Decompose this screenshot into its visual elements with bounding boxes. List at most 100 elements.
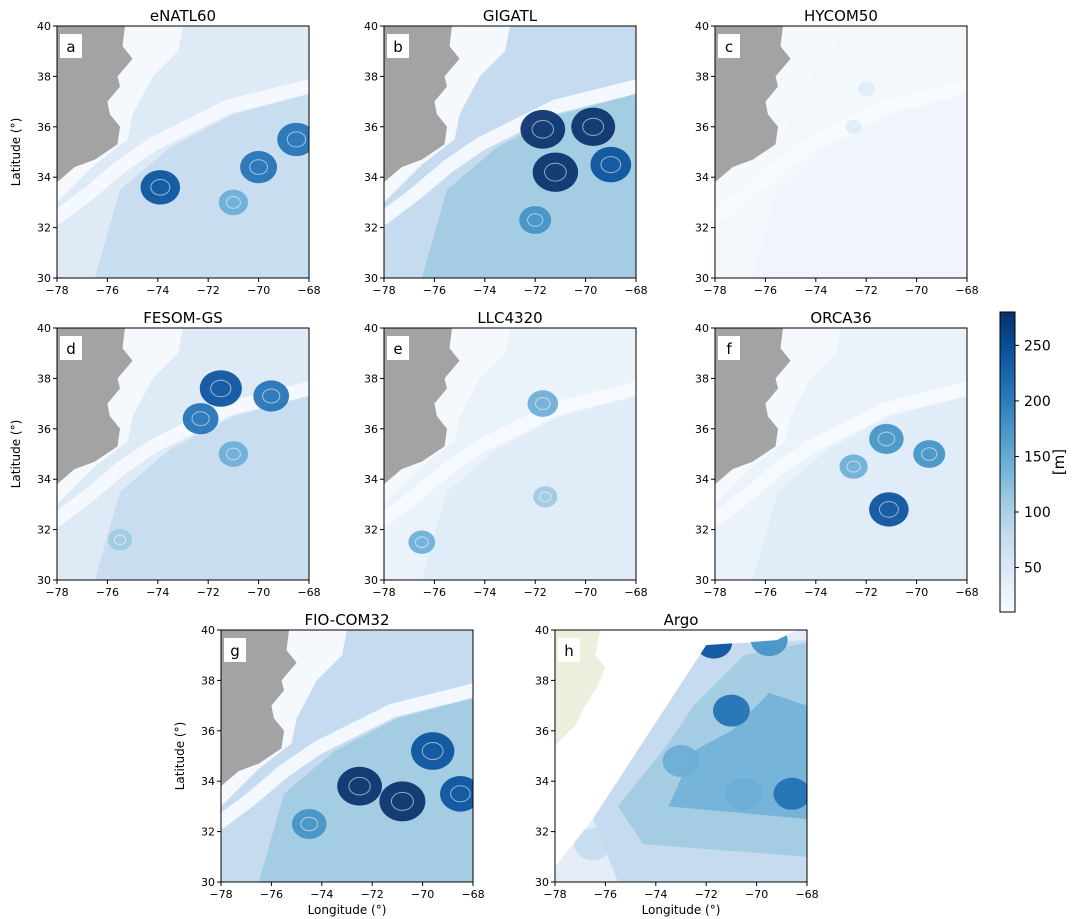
y-tick-label: 40 (535, 624, 549, 637)
eddy-feature (869, 492, 909, 527)
x-tick-label: −74 (146, 586, 169, 599)
y-tick-label: 40 (364, 322, 378, 335)
eddy-ring (544, 162, 567, 182)
eddy-feature (408, 530, 436, 554)
x-tick-label: −68 (955, 586, 978, 599)
colorbar-gradient (999, 311, 1016, 613)
panel-letter-box (60, 336, 82, 360)
eddy-feature (773, 777, 807, 810)
x-tick-label: −68 (297, 586, 320, 599)
panel-f: f ORCA36 −78 −76 −74 −72 −70 −68 30 32 34 36 38 40 (695, 309, 979, 599)
eddy-feature (379, 781, 426, 822)
eddy-feature (218, 441, 249, 467)
offshore-region (752, 94, 967, 278)
x-tick-label: −70 (247, 284, 270, 297)
eddy-ring (262, 388, 281, 404)
panel-letter-box (60, 34, 82, 58)
eddy-ring (846, 460, 861, 473)
x-tick-label: −68 (955, 284, 978, 297)
y-tick-label: 34 (201, 775, 215, 788)
panel-b: b GIGATL −78 −76 −74 −72 −70 −68 30 32 34 36 38 40 (364, 7, 648, 297)
x-tick-label: −70 (574, 284, 597, 297)
y-tick-label: 32 (535, 826, 549, 839)
panel-g: g FIO-COM32 −78 −76 −74 −72 −70 −68 30 32 34 36 38 40… (173, 611, 485, 917)
panel-letter-box (387, 34, 409, 58)
y-tick-label: 30 (37, 574, 51, 587)
eddy-feature (411, 732, 455, 770)
eddy-ring (527, 213, 544, 227)
land-mask (384, 328, 460, 485)
x-tick-label: −70 (411, 888, 434, 901)
y-tick-label: 34 (364, 171, 378, 184)
axis-ticks: −78 −76 −74 −72 −70 −68 30 32 34 36 38 40 (37, 322, 321, 599)
y-axis-label: Latitude (°) (9, 420, 23, 489)
colorbar-label: [m] (1050, 449, 1068, 475)
x-tick-label: −70 (745, 888, 768, 901)
y-tick-label: 40 (364, 20, 378, 33)
colorbar-tick-label: 100 (1024, 505, 1051, 521)
x-tick-label: −70 (905, 284, 928, 297)
x-tick-label: −78 (372, 284, 395, 297)
land-mask (715, 26, 791, 183)
y-tick-label: 34 (364, 473, 378, 486)
x-tick-label: −76 (754, 586, 777, 599)
y-tick-label: 34 (695, 473, 709, 486)
eddy-ring (921, 447, 938, 461)
y-tick-label: 38 (37, 70, 51, 83)
x-tick-label: −68 (297, 284, 320, 297)
y-tick-label: 40 (201, 624, 215, 637)
x-tick-label: −76 (96, 586, 119, 599)
eddy-feature (869, 423, 904, 454)
y-axis-label: Latitude (°) (173, 722, 187, 791)
panel-letter: d (66, 340, 76, 358)
x-tick-label: −76 (423, 586, 446, 599)
y-tick-label: 36 (201, 725, 215, 738)
x-tick-label: −72 (855, 586, 878, 599)
colorbar-tick-label: 150 (1024, 449, 1051, 465)
eddy-feature (218, 189, 249, 216)
x-tick-label: −68 (795, 888, 818, 901)
eddy-feature (857, 81, 875, 97)
panel-title: LLC4320 (477, 309, 542, 327)
y-axis-label: Latitude (°) (9, 118, 23, 187)
eddy-ring (249, 159, 269, 175)
x-tick-label: −76 (423, 284, 446, 297)
x-tick-label: −72 (361, 888, 384, 901)
x-tick-label: −72 (695, 888, 718, 901)
y-tick-label: 30 (535, 876, 549, 889)
panel-c: c HYCOM50 −78 −76 −74 −72 −70 −68 30 32 34 36 38 40 (695, 7, 979, 297)
y-tick-label: 38 (535, 674, 549, 687)
eddy-feature (182, 403, 219, 435)
offshore-region (94, 396, 309, 580)
panel-title: GIGATL (483, 7, 538, 25)
y-tick-label: 38 (364, 70, 378, 83)
y-tick-label: 30 (201, 876, 215, 889)
x-tick-label: −78 (372, 586, 395, 599)
eddy-feature (277, 122, 309, 157)
eddy-ring (225, 196, 241, 209)
y-tick-label: 40 (695, 322, 709, 335)
eddy-feature (725, 777, 763, 810)
colorbar-ticks: 50 100 150 200 250 (1015, 338, 1051, 577)
y-tick-label: 34 (37, 473, 51, 486)
panel-d-field (57, 328, 309, 580)
panel-letter: e (393, 340, 402, 358)
y-tick-label: 30 (37, 272, 51, 285)
eddy-feature (107, 529, 133, 551)
panel-title: FIO-COM32 (305, 611, 390, 629)
panel-title: HYCOM50 (804, 7, 878, 25)
axis-ticks: −78 −76 −74 −72 −70 −68 30 32 34 36 38 40 (535, 624, 819, 901)
y-tick-label: 34 (535, 775, 549, 788)
x-tick-label: −78 (703, 284, 726, 297)
panel-letter: c (725, 38, 733, 56)
eddy-ring (877, 431, 896, 447)
eddy-feature (440, 776, 473, 812)
panel-e-field (384, 328, 636, 580)
eddy-feature (839, 454, 868, 479)
axis-ticks: −78 −76 −74 −72 −70 −68 30 32 34 36 38 40 (37, 20, 321, 297)
eddy-ring (191, 411, 210, 427)
axis-ticks: −78 −76 −74 −72 −70 −68 30 32 34 36 38 40 (695, 20, 979, 297)
x-tick-label: −78 (45, 284, 68, 297)
y-tick-label: 36 (695, 423, 709, 436)
